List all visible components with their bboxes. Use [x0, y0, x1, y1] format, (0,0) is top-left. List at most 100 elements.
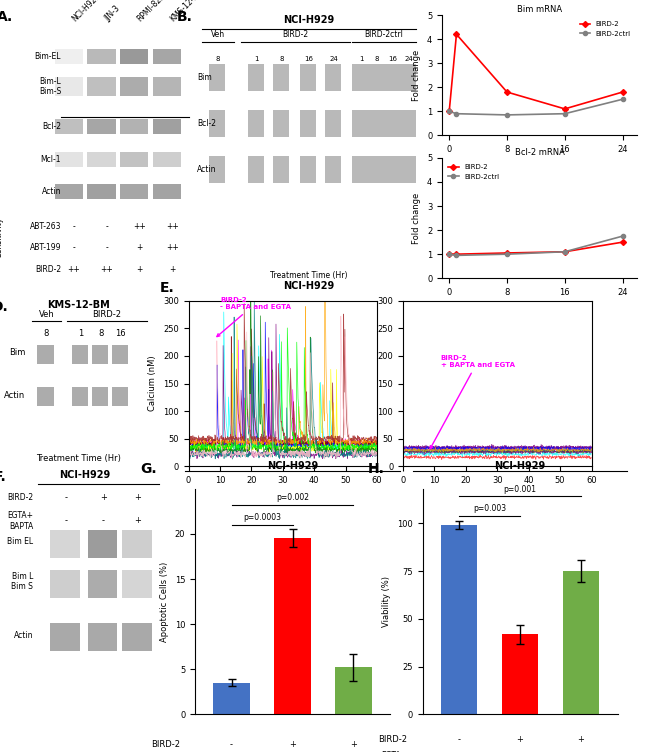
- FancyBboxPatch shape: [37, 387, 54, 406]
- Text: EGTA+
BAPTA: EGTA+ BAPTA: [382, 750, 408, 752]
- X-axis label: Time (min): Time (min): [474, 490, 520, 499]
- FancyBboxPatch shape: [112, 344, 128, 364]
- Text: 8: 8: [375, 56, 379, 62]
- BIRD-2ctrl: [445, 250, 453, 259]
- BIRD-2ctrl: [561, 109, 569, 118]
- Text: +: +: [134, 493, 141, 502]
- Text: +: +: [350, 740, 357, 749]
- FancyBboxPatch shape: [92, 387, 108, 406]
- Y-axis label: Apoptotic Cells (%): Apoptotic Cells (%): [160, 562, 169, 641]
- Text: -: -: [64, 517, 68, 526]
- Text: -: -: [101, 517, 105, 526]
- X-axis label: Time (hr): Time (hr): [520, 302, 559, 311]
- Title: Bcl-2 mRNA: Bcl-2 mRNA: [515, 148, 564, 157]
- Text: 24: 24: [404, 56, 413, 62]
- Text: Actin: Actin: [4, 391, 25, 399]
- Text: ++: ++: [68, 265, 80, 274]
- X-axis label: Time (min): Time (min): [260, 490, 306, 499]
- Bar: [502, 634, 538, 714]
- BIRD-2ctrl: [452, 109, 460, 118]
- Text: EGTA+
BAPTA: EGTA+ BAPTA: [7, 511, 33, 531]
- Bar: [274, 538, 311, 714]
- FancyBboxPatch shape: [88, 570, 117, 598]
- Text: BIRD-2: BIRD-2: [35, 265, 61, 274]
- FancyBboxPatch shape: [55, 120, 83, 134]
- Text: p=0.003: p=0.003: [473, 504, 506, 513]
- Text: +: +: [289, 740, 296, 749]
- Text: ++: ++: [166, 222, 179, 231]
- Bar: [563, 571, 599, 714]
- FancyBboxPatch shape: [325, 64, 341, 91]
- Title: Bim mRNA: Bim mRNA: [517, 5, 562, 14]
- FancyBboxPatch shape: [120, 77, 148, 96]
- Title: NCI-H929: NCI-H929: [267, 462, 318, 472]
- FancyBboxPatch shape: [120, 184, 148, 199]
- Text: p=0.0003: p=0.0003: [243, 513, 281, 522]
- BIRD-2ctrl: [619, 232, 627, 241]
- FancyBboxPatch shape: [273, 64, 289, 91]
- Text: BIRD-2: BIRD-2: [151, 740, 180, 749]
- Text: -: -: [519, 750, 521, 752]
- Text: 8: 8: [216, 56, 220, 62]
- Text: Bim-L
Bim-S: Bim-L Bim-S: [39, 77, 61, 96]
- Text: Treatment Time (Hr): Treatment Time (Hr): [270, 271, 348, 280]
- Line: BIRD-2: BIRD-2: [447, 240, 625, 256]
- Text: Bim: Bim: [8, 348, 25, 357]
- BIRD-2: [452, 30, 460, 39]
- BIRD-2: [452, 250, 460, 259]
- Text: ++: ++: [100, 265, 113, 274]
- FancyBboxPatch shape: [120, 49, 148, 64]
- FancyBboxPatch shape: [153, 77, 181, 96]
- Text: -: -: [458, 735, 461, 744]
- Text: Veh: Veh: [211, 30, 225, 39]
- FancyBboxPatch shape: [55, 152, 83, 167]
- Text: 1: 1: [254, 56, 259, 62]
- Text: Mcl-1: Mcl-1: [40, 155, 61, 164]
- Text: 1: 1: [359, 56, 363, 62]
- FancyBboxPatch shape: [248, 110, 264, 137]
- Text: BIRD-2: BIRD-2: [282, 30, 308, 39]
- BIRD-2: [445, 250, 453, 259]
- FancyBboxPatch shape: [153, 49, 181, 64]
- Text: Bcl-2: Bcl-2: [42, 123, 61, 131]
- Text: F.: F.: [0, 469, 6, 484]
- FancyBboxPatch shape: [352, 64, 369, 91]
- FancyBboxPatch shape: [88, 152, 116, 167]
- Y-axis label: Viability (%): Viability (%): [382, 576, 391, 627]
- FancyBboxPatch shape: [88, 184, 116, 199]
- Text: Bim EL: Bim EL: [7, 538, 33, 547]
- Text: +: +: [134, 517, 141, 526]
- Title: NCI-H929: NCI-H929: [495, 462, 545, 472]
- BIRD-2: [503, 248, 511, 257]
- FancyBboxPatch shape: [209, 110, 225, 137]
- Legend: BIRD-2, BIRD-2ctrl: BIRD-2, BIRD-2ctrl: [577, 19, 634, 40]
- Text: E.: E.: [160, 281, 175, 295]
- FancyBboxPatch shape: [325, 110, 341, 137]
- FancyBboxPatch shape: [55, 184, 83, 199]
- FancyBboxPatch shape: [273, 110, 289, 137]
- Text: -: -: [230, 740, 233, 749]
- Text: ++: ++: [133, 222, 146, 231]
- Text: BIRD-2: BIRD-2: [7, 493, 33, 502]
- Text: p=0.001: p=0.001: [504, 484, 536, 493]
- Text: Actin: Actin: [42, 187, 61, 196]
- Text: +: +: [136, 244, 142, 253]
- Text: -: -: [72, 222, 75, 231]
- Line: BIRD-2ctrl: BIRD-2ctrl: [447, 234, 625, 257]
- Text: +: +: [100, 493, 107, 502]
- Line: BIRD-2: BIRD-2: [447, 32, 625, 114]
- FancyBboxPatch shape: [248, 64, 264, 91]
- Text: BIRD-2
+ BAPTA and EGTA: BIRD-2 + BAPTA and EGTA: [430, 355, 515, 449]
- Text: B.: B.: [177, 10, 192, 23]
- Text: BIRD-2: BIRD-2: [92, 311, 121, 320]
- Text: 8: 8: [44, 329, 49, 338]
- Text: Treatment Time (Hr): Treatment Time (Hr): [36, 454, 120, 463]
- Text: 16: 16: [304, 56, 313, 62]
- FancyBboxPatch shape: [300, 64, 316, 91]
- Text: KMS-12-BM: KMS-12-BM: [47, 301, 109, 311]
- FancyBboxPatch shape: [300, 156, 316, 183]
- FancyBboxPatch shape: [72, 387, 88, 406]
- FancyBboxPatch shape: [352, 156, 369, 183]
- Text: -: -: [72, 244, 75, 253]
- FancyBboxPatch shape: [72, 344, 88, 364]
